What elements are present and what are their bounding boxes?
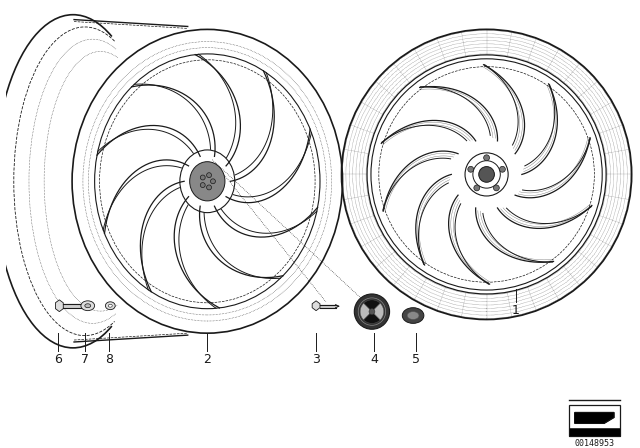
Circle shape: [499, 166, 506, 172]
Circle shape: [207, 185, 211, 190]
Wedge shape: [360, 303, 372, 320]
Bar: [569, 428, 620, 436]
Text: 3: 3: [312, 353, 320, 366]
Ellipse shape: [81, 301, 95, 310]
Ellipse shape: [407, 312, 419, 319]
Polygon shape: [575, 413, 614, 423]
Text: 2: 2: [204, 353, 211, 366]
Circle shape: [211, 179, 216, 184]
Wedge shape: [372, 303, 384, 320]
Text: 5: 5: [412, 353, 420, 366]
Wedge shape: [364, 300, 380, 312]
Text: 00148953: 00148953: [574, 439, 614, 448]
Ellipse shape: [189, 162, 225, 201]
Circle shape: [484, 155, 490, 161]
Text: 4: 4: [370, 353, 378, 366]
Circle shape: [479, 167, 495, 182]
Circle shape: [474, 185, 480, 191]
Circle shape: [468, 166, 474, 172]
Ellipse shape: [403, 308, 424, 323]
Text: 6: 6: [54, 353, 62, 366]
Polygon shape: [56, 300, 63, 312]
Circle shape: [207, 172, 211, 177]
Ellipse shape: [106, 302, 115, 310]
Circle shape: [200, 175, 205, 180]
Ellipse shape: [108, 304, 112, 307]
Bar: [569, 405, 620, 436]
Circle shape: [493, 185, 499, 191]
Polygon shape: [312, 301, 320, 310]
Text: 8: 8: [106, 353, 113, 366]
Circle shape: [200, 183, 205, 188]
Text: 7: 7: [81, 353, 89, 366]
Circle shape: [369, 309, 375, 314]
Circle shape: [355, 294, 390, 329]
Text: 1: 1: [512, 304, 520, 317]
Ellipse shape: [85, 304, 91, 308]
Wedge shape: [364, 312, 380, 323]
